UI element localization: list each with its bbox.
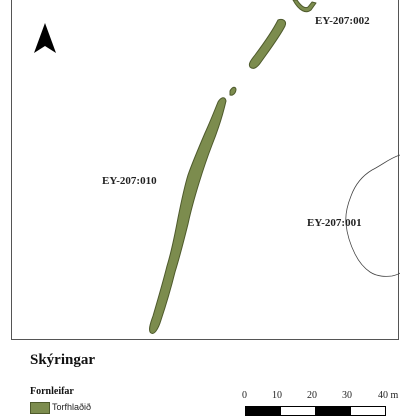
turf-wall-segment-gap: [229, 86, 237, 96]
site-001-outline[interactable]: [345, 154, 400, 277]
scale-tick-label: 10: [272, 390, 282, 401]
site-label-010: EY-207:010: [102, 175, 157, 187]
north-arrow-icon: [34, 23, 56, 53]
turf-wall-segment-north: [248, 18, 286, 69]
turf-wall-feature[interactable]: [149, 0, 317, 334]
scale-tick-label: 40 m: [378, 390, 399, 401]
legend-group-label: Fornleifar: [30, 386, 74, 397]
legend-swatch-turf-wall: [30, 402, 50, 414]
scale-tick-label: 0: [242, 390, 247, 401]
site-label-001: EY-207:001: [307, 217, 362, 229]
site-label-002: EY-207:002: [315, 15, 370, 27]
legend-title: Skýringar: [30, 352, 96, 368]
map-canvas[interactable]: [12, 0, 400, 340]
scale-bar: [245, 406, 386, 416]
turf-wall-segment-south: [149, 97, 227, 334]
legend-item-label: Torfhlaðið: [52, 402, 92, 412]
scale-tick-label: 20: [307, 390, 317, 401]
map-frame: EY-207:002 EY-207:010 EY-207:001: [11, 0, 400, 340]
scale-tick-label: 30: [342, 390, 352, 401]
turf-wall-segment-top: [292, 0, 317, 13]
